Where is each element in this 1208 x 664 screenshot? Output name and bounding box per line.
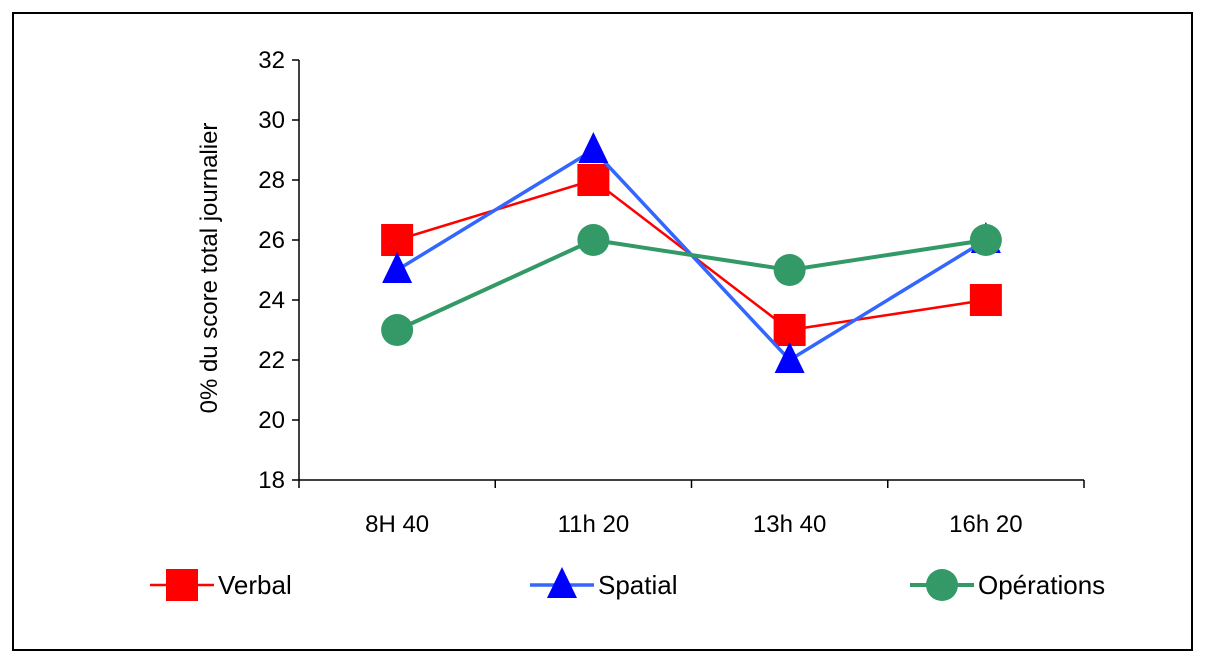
y-tick-label: 18 [258,467,285,494]
series-line-op-rations [396,237,987,332]
y-tick-label: 22 [258,347,285,374]
legend-marker [926,569,958,601]
data-point-op-rations [773,254,806,286]
x-tick-label: 11h 20 [558,511,630,538]
legend-label: Verbal [218,570,292,600]
legend-marker [547,567,577,598]
legend-item-verbal: Verbal [150,569,292,601]
chart-frame [12,12,1193,651]
data-point-spatial [382,252,413,283]
data-point-verbal [577,164,610,196]
legend-item-op-rations: Opérations [910,569,1105,601]
y-axis-title: 0% du score total journalier [196,123,223,414]
y-tick-label: 32 [258,47,285,74]
legend-marker [166,569,198,601]
x-tick-label: 13h 40 [753,511,826,538]
legend-label: Opérations [978,570,1105,600]
data-point-verbal [773,314,806,346]
y-ticks: 18 20 22 24 26 28 30 32 [258,47,299,494]
x-tick-label: 8H 40 [365,511,429,538]
data-point-spatial [774,342,805,373]
data-point-op-rations [577,224,610,256]
series-op-rations [381,224,1002,346]
data-point-op-rations [381,314,414,346]
x-ticks: 8H 40 11h 20 13h 40 16h 20 [298,480,1085,538]
y-tick-label: 24 [258,287,285,314]
data-point-op-rations [969,224,1002,256]
y-tick-label: 20 [258,407,285,434]
legend-label: Spatial [598,570,678,600]
data-point-verbal [381,224,414,256]
y-tick-label: 26 [258,227,285,254]
data-point-spatial [578,132,609,163]
legend-item-spatial: Spatial [530,567,678,600]
y-tick-label: 28 [258,167,285,194]
legend: Verbal Spatial Opérations [150,567,1105,601]
axes [298,60,1084,481]
y-tick-label: 30 [258,107,285,134]
data-point-verbal [969,284,1002,316]
x-tick-label: 16h 20 [949,511,1022,538]
series-layer [381,132,1002,373]
